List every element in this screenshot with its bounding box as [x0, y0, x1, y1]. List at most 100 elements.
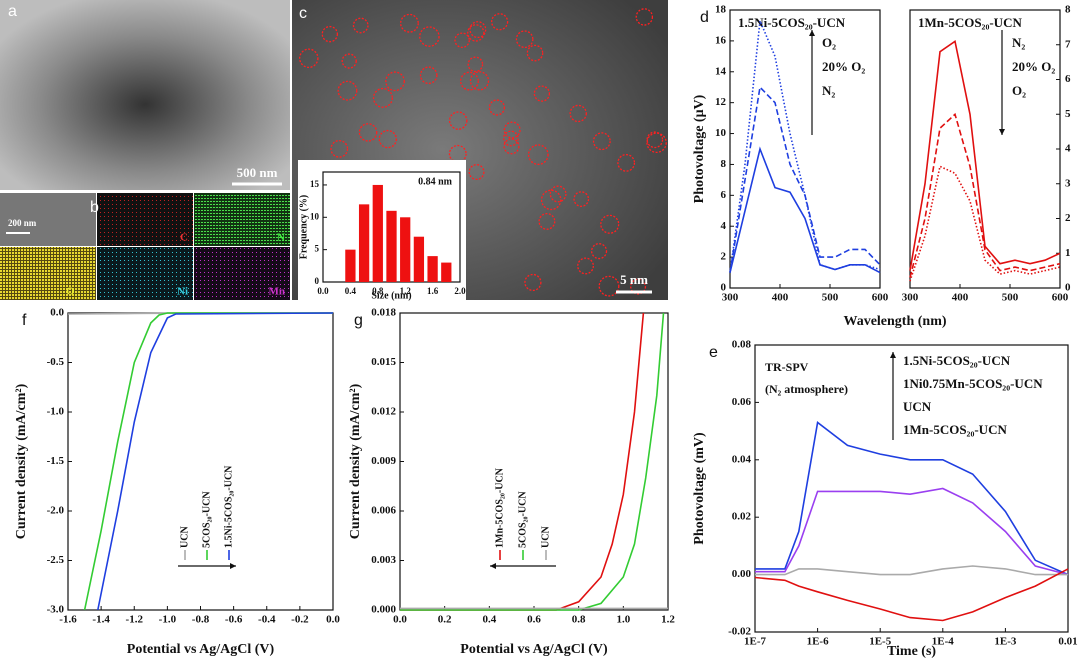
particle-circle	[448, 144, 467, 163]
legend-label: 20% O₂	[1012, 59, 1055, 74]
y-tick-label: 1	[1065, 247, 1071, 259]
y-tick-label: 16	[715, 34, 727, 46]
arrow-head	[490, 563, 496, 569]
particle-circle	[400, 13, 419, 33]
element-label: Mn	[269, 286, 286, 298]
panel-letter: e	[709, 344, 718, 361]
y-tick-label: 18	[715, 4, 727, 16]
particle-circle	[630, 278, 647, 295]
particle-circle	[598, 275, 620, 297]
particle-circle	[385, 71, 405, 92]
y-tick-label: 8	[1065, 4, 1071, 16]
legend-label: 1.5Ni-5COS₂₀-UCN	[223, 465, 234, 548]
scale-label: 200 nm	[8, 218, 37, 228]
element-label: N	[277, 232, 285, 244]
particle-circle	[341, 53, 357, 69]
y-tick-label: 15	[310, 179, 320, 189]
x-tick-label: 1E-6	[807, 636, 830, 648]
particle-circle	[358, 123, 378, 142]
x-tick-label: 0.4	[482, 614, 496, 626]
legend-label: O₂	[1012, 83, 1026, 98]
x-tick-label: 400	[772, 292, 789, 304]
series-line	[909, 112, 1061, 278]
y-tick-label: 0.04	[732, 453, 752, 465]
particle-circle	[491, 13, 509, 31]
series-line	[909, 39, 1061, 271]
y-tick-label: 7	[1065, 38, 1071, 50]
particle-circle	[533, 85, 551, 102]
y-tick-label: 3	[1065, 177, 1071, 189]
eds-map	[97, 247, 193, 300]
element-label: Ni	[177, 286, 188, 298]
y-tick-label: 2	[721, 251, 727, 263]
x-tick-label: -1.6	[59, 614, 77, 626]
y-tick-label: 0	[721, 282, 727, 294]
y-axis-label: Photovoltage (μV)	[692, 94, 707, 203]
x-tick-label: 0.8	[572, 614, 586, 626]
particle-circle	[419, 66, 438, 85]
particle-circle	[372, 87, 393, 108]
y-tick-label: 6	[1065, 73, 1071, 85]
y-tick-label: -0.02	[728, 626, 751, 638]
particle-circle	[577, 257, 595, 275]
sem-image	[0, 193, 96, 246]
particle-circle	[600, 214, 620, 234]
eds-map	[97, 193, 193, 246]
arrow-head	[230, 563, 236, 569]
x-tick-label: 600	[1052, 292, 1069, 304]
legend-label: UCN	[179, 526, 190, 548]
particle-circle	[419, 26, 440, 47]
x-tick-label: 0.0	[393, 614, 407, 626]
x-tick-label: 0.2	[438, 614, 452, 626]
legend-label: UCN	[903, 399, 932, 414]
annotation: TR-SPV	[765, 360, 809, 374]
eds-map	[194, 247, 290, 300]
particle-circle	[502, 130, 519, 147]
series-line	[755, 565, 1068, 576]
x-tick-label: 0.8	[372, 286, 384, 296]
x-tick-label: -0.8	[192, 614, 210, 626]
y-tick-label: 0.009	[371, 455, 396, 467]
series-line	[755, 487, 1069, 576]
particle-circle	[524, 273, 542, 292]
y-tick-label: 0.02	[732, 511, 752, 523]
x-tick-label: 1E-7	[744, 636, 767, 648]
particle-circle	[330, 139, 349, 158]
particle-circle	[538, 212, 556, 230]
y-tick-label: -1.5	[47, 455, 65, 467]
panel-letter: a	[8, 3, 17, 20]
arrow-head	[999, 129, 1005, 135]
particle-circle	[646, 131, 664, 149]
particle-circle	[454, 32, 470, 49]
particle-circle	[448, 111, 468, 130]
arrow-head	[890, 352, 896, 358]
particle-circle	[488, 99, 506, 116]
plot-frame	[754, 344, 1069, 633]
bar	[345, 249, 356, 282]
legend-label: 5COS₂₀-UCN	[517, 491, 528, 548]
y-tick-label: 4	[1065, 143, 1071, 155]
scale-label: 5 nm	[620, 272, 648, 287]
y-tick-label: 0.006	[371, 505, 396, 517]
x-tick-label: -0.4	[258, 614, 276, 626]
particle-circle	[469, 21, 487, 39]
y-tick-label: 0.003	[371, 554, 396, 566]
tem-image	[0, 0, 290, 190]
eds-map	[0, 247, 96, 300]
panel-letter: f	[22, 312, 27, 329]
y-axis-label: Photovoltage (mV)	[692, 432, 707, 545]
series-line	[83, 312, 333, 611]
x-tick-label: 0.0	[317, 286, 329, 296]
y-tick-label: 0.015	[371, 356, 396, 368]
annotation: (N₂ atmosphere)	[765, 382, 848, 396]
y-tick-label: 0	[1065, 282, 1071, 294]
scale-label: 500 nm	[237, 165, 278, 180]
particle-circle	[540, 189, 562, 211]
particle-circle	[378, 129, 398, 149]
y-tick-label: 0	[315, 276, 320, 286]
y-tick-label: 8	[721, 158, 727, 170]
particle-circle	[527, 144, 549, 166]
particle-circle	[299, 48, 319, 69]
element-label: O	[66, 286, 75, 298]
